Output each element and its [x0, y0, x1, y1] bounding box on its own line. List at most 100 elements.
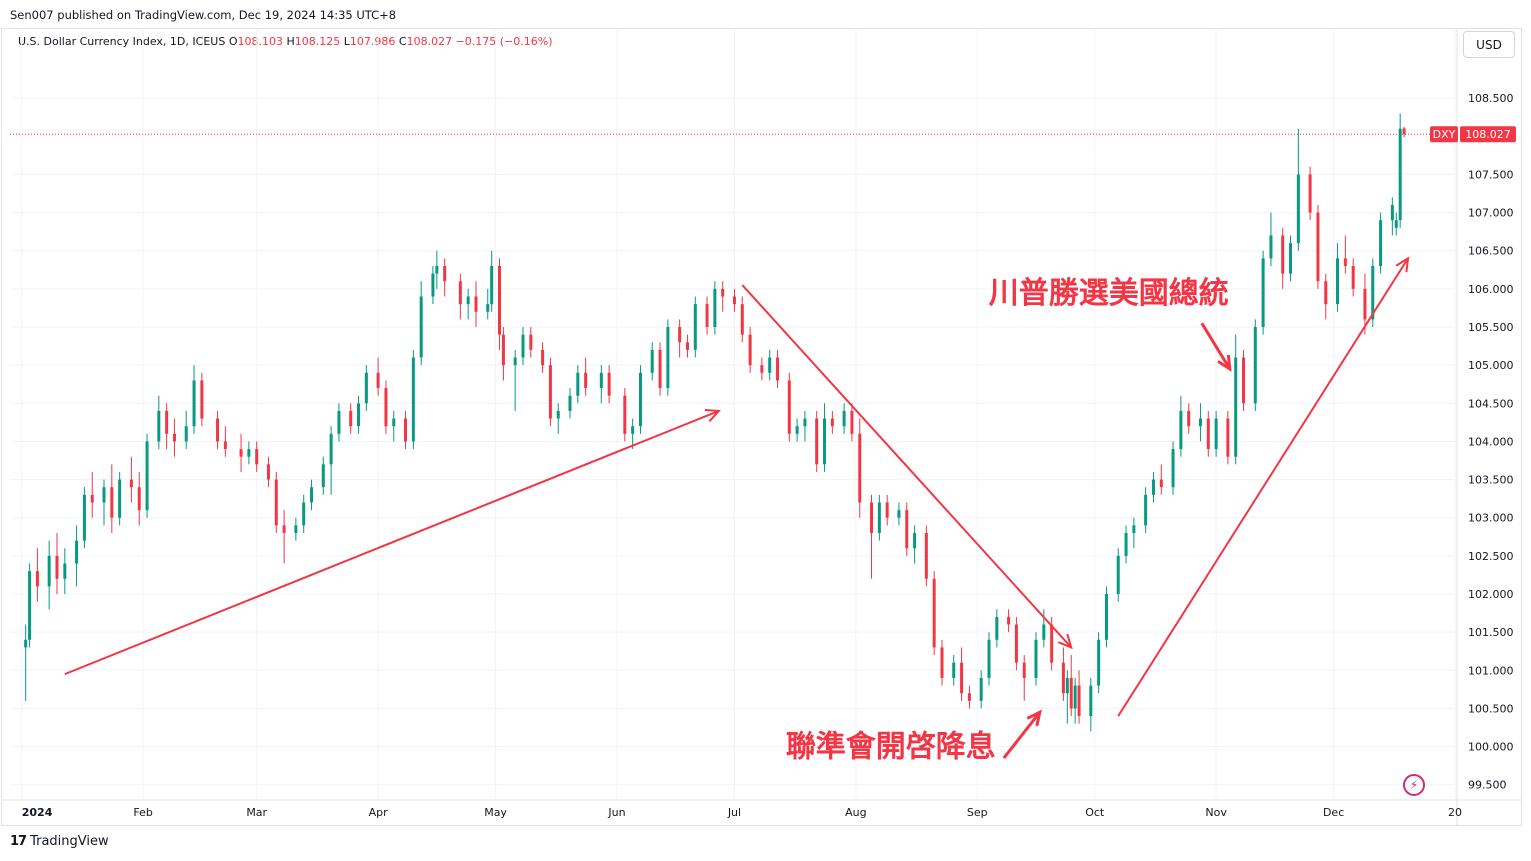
price-tick-label: 101.500: [1468, 626, 1514, 639]
candle: [443, 258, 447, 297]
candle: [513, 349, 517, 411]
candle: [1124, 525, 1128, 564]
candle-body: [1151, 479, 1155, 495]
candle-body: [1144, 494, 1148, 526]
candle: [658, 342, 662, 396]
candle-body: [995, 616, 999, 640]
candle-body: [255, 449, 259, 465]
candle: [768, 349, 772, 381]
candle-body: [1050, 624, 1054, 663]
candle-body: [541, 349, 545, 366]
annotation-arrow-trump-shaft: [1200, 322, 1232, 370]
candle: [1151, 471, 1155, 503]
candle: [803, 410, 807, 442]
candle: [529, 327, 533, 358]
candle-body: [1069, 677, 1073, 709]
candle: [255, 441, 259, 472]
candle-body: [239, 449, 243, 457]
candle: [172, 418, 176, 457]
candle: [1234, 334, 1238, 465]
candle: [364, 365, 368, 411]
candle: [239, 433, 243, 472]
candle: [1144, 487, 1148, 533]
candle: [623, 388, 627, 442]
candle-body: [302, 502, 306, 526]
candle: [924, 525, 928, 587]
candle-body: [940, 647, 944, 678]
candle: [693, 296, 697, 358]
trend-arrow: [741, 284, 1073, 650]
candle-body: [913, 532, 917, 549]
candle-body: [474, 296, 478, 312]
candle-body: [443, 265, 447, 282]
candle-body: [638, 372, 642, 427]
candle-body: [137, 487, 141, 511]
publisher-caption: Sen007 published on TradingView.com, Dec…: [10, 8, 397, 22]
candle-body: [55, 555, 59, 579]
candle-body: [192, 380, 196, 427]
candle: [705, 296, 709, 335]
candle: [497, 258, 501, 350]
candle-body: [392, 418, 396, 427]
candle-body: [1234, 357, 1238, 457]
annotation-arrow-fed-shaft: [1002, 711, 1042, 759]
candle-body: [599, 372, 603, 389]
candle-body: [521, 334, 525, 358]
candle-body: [1316, 212, 1320, 282]
annotation-arrow-fed: [1002, 709, 1042, 759]
candle-body: [1379, 220, 1383, 266]
candle: [877, 494, 881, 541]
last-price-value: 108.027: [1465, 128, 1511, 141]
candle: [1316, 204, 1320, 289]
candle: [55, 532, 59, 595]
candle: [1014, 616, 1018, 671]
candle-body: [329, 433, 333, 465]
candle-body: [823, 418, 827, 465]
candle-body: [924, 532, 928, 579]
time-tick-label: Apr: [369, 806, 389, 819]
candle-body: [1124, 532, 1128, 556]
candle: [842, 403, 846, 434]
candle: [165, 403, 169, 450]
price-axis[interactable]: 108.500 107.500 107.000 106.500 106.000 105.5…: [1430, 92, 1516, 792]
candle-body: [1116, 555, 1120, 595]
candle: [1007, 609, 1011, 633]
candle: [967, 685, 971, 709]
currency-button[interactable]: USD: [1463, 31, 1515, 58]
candle-body: [184, 426, 188, 442]
candle-body: [1343, 258, 1347, 266]
annotation-trump-win: 川普勝選美國總統: [989, 276, 1229, 311]
trend-arrow: [64, 408, 721, 676]
lightning-icon[interactable]: ⚡: [1403, 774, 1425, 796]
annotation-fed-cut: 聯準會開啓降息: [786, 730, 996, 765]
candle: [1022, 655, 1026, 701]
legend-close-label: C: [398, 35, 407, 48]
price-tick-label: 103.000: [1468, 512, 1514, 525]
candle-body: [411, 357, 415, 442]
candle-body: [885, 502, 889, 518]
candle: [1171, 441, 1175, 495]
candle: [913, 525, 917, 564]
candle-body: [1089, 685, 1093, 717]
candle: [748, 327, 752, 373]
candle-body: [1042, 624, 1046, 640]
candle-body: [830, 418, 834, 427]
candle-body: [1171, 449, 1175, 488]
candle: [1034, 632, 1038, 686]
candle-body: [623, 395, 627, 434]
candle: [850, 403, 854, 442]
candle-body: [497, 265, 501, 335]
time-tick-label: May: [484, 806, 507, 819]
candle: [1132, 517, 1136, 549]
legend-open-value: 108.103: [237, 35, 283, 48]
candle: [521, 327, 525, 366]
time-axis[interactable]: 2024 Feb Mar Apr May Jun Jul Aug Sep Oct Nov Dec 20: [22, 806, 1462, 819]
legend-low-value: 107.986: [349, 35, 396, 48]
time-tick-label: Nov: [1205, 806, 1227, 819]
candle: [740, 296, 744, 343]
candle: [35, 548, 39, 602]
candle: [302, 494, 306, 533]
candle: [960, 647, 964, 701]
candle-body: [1206, 418, 1210, 450]
